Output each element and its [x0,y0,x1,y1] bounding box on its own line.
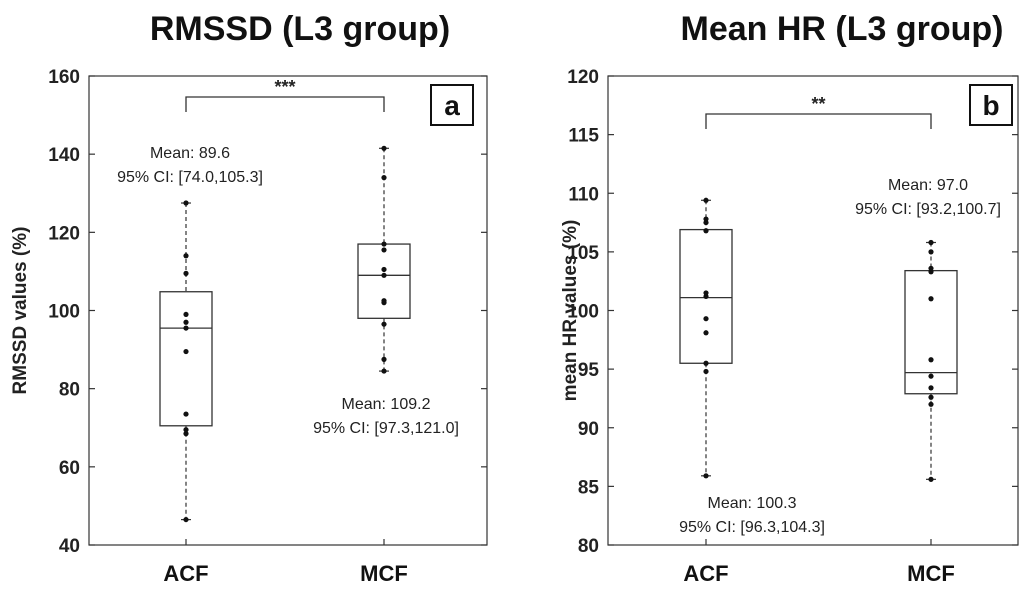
panel-label: b [982,90,999,121]
data-point [183,270,189,276]
ci-annotation: 95% CI: [74.0,105.3] [117,169,263,186]
data-point [381,321,387,327]
x-tick-label: MCF [907,561,955,586]
data-point [381,368,387,374]
data-point [183,311,189,318]
y-tick-label: 80 [578,536,599,557]
y-tick-label: 110 [568,184,599,205]
y-tick-label: 105 [567,243,599,264]
y-tick-label: 120 [567,67,599,88]
y-axis-label: mean HR values (%) [560,220,581,402]
y-tick-label: 90 [578,419,599,440]
ci-annotation: 95% CI: [93.2,100.7] [855,201,1001,218]
y-tick-label: 40 [59,536,80,557]
mean-annotation: Mean: 109.2 [342,396,431,413]
data-point [928,265,934,271]
mean-annotation: Mean: 97.0 [888,177,968,194]
data-point [703,368,709,375]
data-point [928,401,934,407]
y-tick-label: 140 [48,145,80,166]
significance-bracket [705,113,932,129]
data-point [928,385,934,391]
significance-label: ** [811,94,825,114]
y-tick-label: 160 [48,67,80,88]
box-acf [159,291,213,427]
data-point [928,239,934,246]
mean-annotation: Mean: 89.6 [150,145,230,162]
y-tick-label: 100 [567,302,599,323]
y-tick-label: 115 [568,126,599,147]
y-axis-label: RMSSD values (%) [10,227,31,395]
data-point [381,272,387,278]
chart-title: Mean HR (L3 group) [681,10,1004,48]
data-point [928,296,934,302]
data-point [183,253,189,259]
data-point [928,394,934,400]
data-point [183,319,189,325]
data-point [703,473,709,479]
panel-label: a [444,90,460,121]
significance-bracket [185,96,385,112]
y-tick-label: 85 [578,477,600,498]
data-point [928,373,934,379]
y-tick-label: 95 [578,360,600,381]
data-point [381,356,387,362]
data-point [183,427,189,433]
data-point [183,200,189,206]
data-point [928,357,934,363]
panel-label-box [969,84,1013,126]
data-point [381,247,387,253]
ci-annotation: 95% CI: [96.3,104.3] [679,519,825,536]
mean-annotation: Mean: 100.3 [708,495,797,512]
data-point [703,228,709,234]
x-tick-label: ACF [163,561,208,586]
y-tick-label: 120 [48,223,80,244]
data-point [928,476,934,482]
plot-frame [88,75,488,546]
data-point [928,249,934,255]
data-point [183,411,189,417]
data-point [703,330,709,336]
data-point [183,516,189,523]
data-point [703,216,709,222]
data-point [183,348,189,355]
data-point [381,175,387,181]
data-point [703,316,709,322]
data-point [183,431,189,437]
x-tick-label: ACF [683,561,728,586]
data-point [381,145,387,151]
data-point [703,197,709,203]
chart-title: RMSSD (L3 group) [150,10,450,48]
data-point [703,360,709,366]
significance-label: *** [274,77,295,97]
y-tick-label: 100 [48,302,80,323]
y-tick-label: 80 [59,380,80,401]
data-point [381,266,387,273]
ci-annotation: 95% CI: [97.3,121.0] [313,420,459,437]
data-point [381,298,387,304]
y-tick-label: 60 [59,458,80,479]
x-tick-label: MCF [360,561,408,586]
data-point [703,290,709,296]
panel-label-box [430,84,474,126]
box-mcf [357,243,411,319]
data-point [183,325,189,331]
data-point [381,241,387,247]
